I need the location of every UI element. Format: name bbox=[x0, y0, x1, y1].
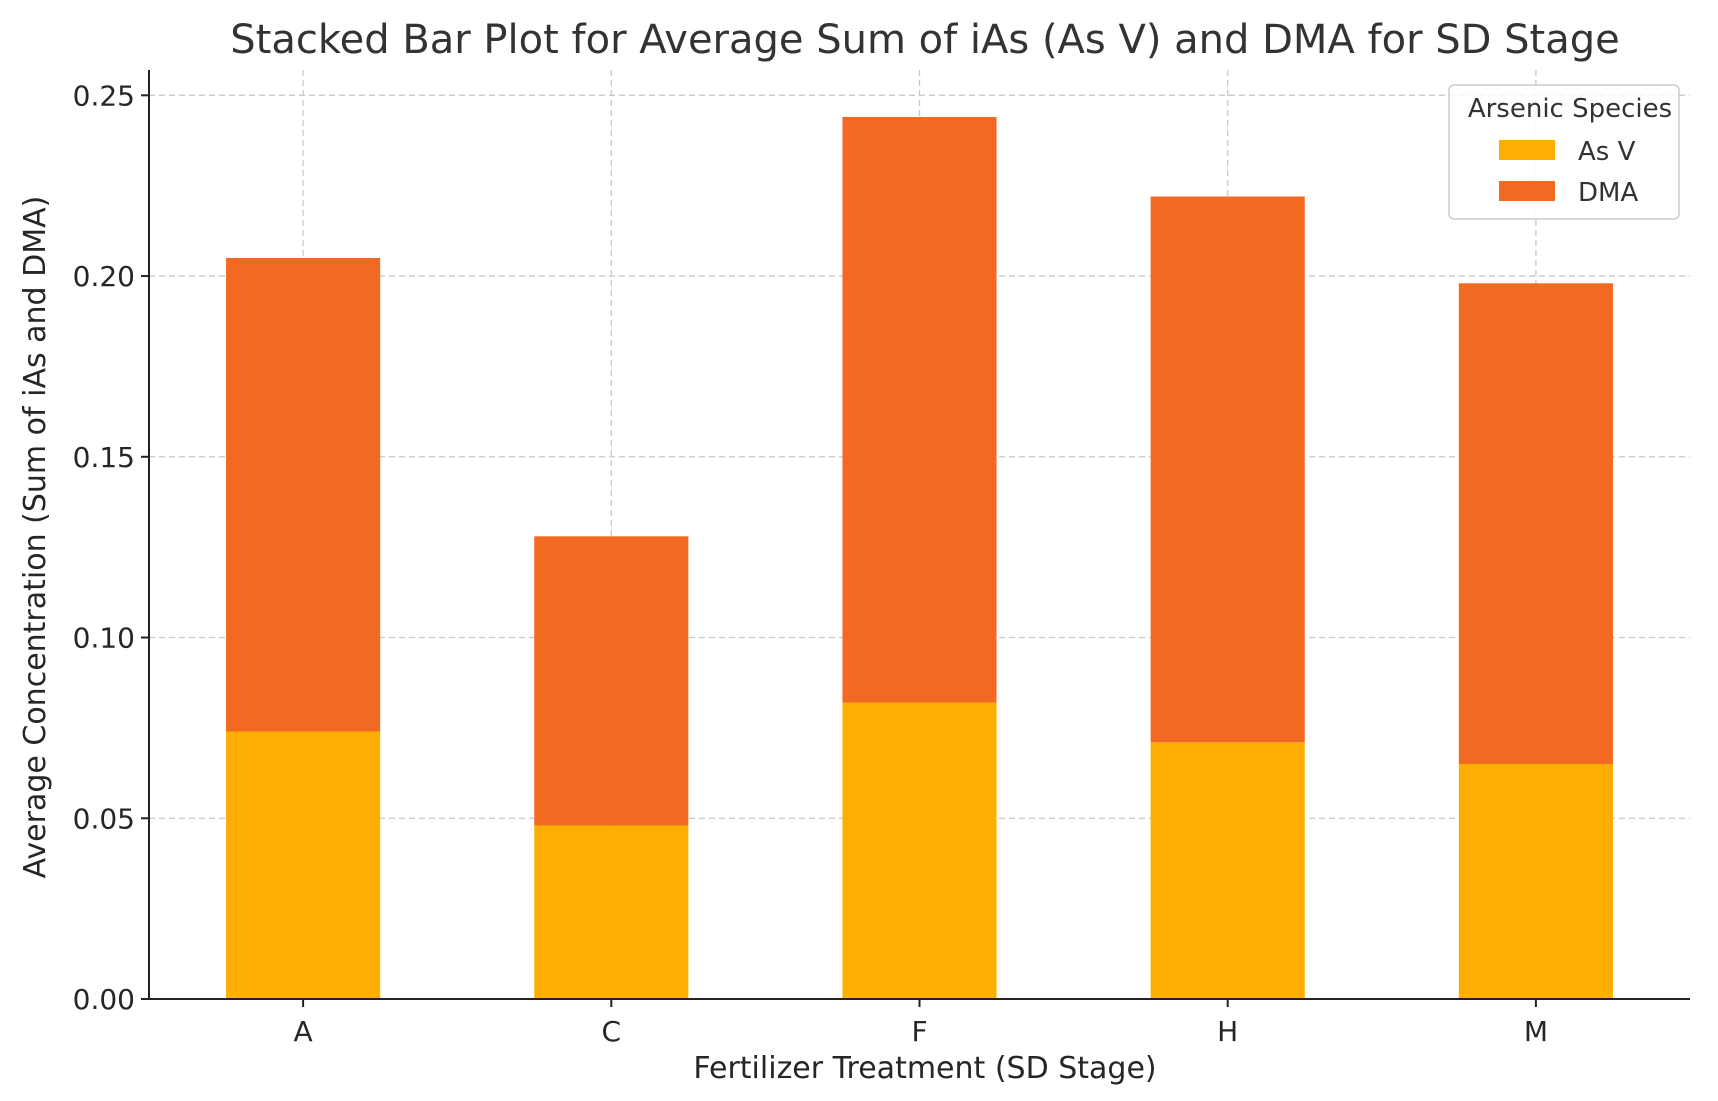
x-tick-label-h: H bbox=[1217, 1015, 1238, 1048]
legend-label-as-v: As V bbox=[1578, 137, 1636, 167]
x-axis-label: Fertilizer Treatment (SD Stage) bbox=[693, 1051, 1156, 1086]
bar-dma-m bbox=[1458, 283, 1613, 765]
legend: Arsenic Species As V DMA bbox=[1448, 84, 1680, 220]
bar-as-v-f bbox=[842, 702, 997, 999]
bar-as-v-a bbox=[226, 731, 381, 999]
x-tick-label-c: C bbox=[602, 1015, 622, 1048]
bar-as-v-m bbox=[1458, 764, 1613, 999]
x-tick-label-m: M bbox=[1524, 1015, 1548, 1048]
y-tick-label: 0.10 bbox=[73, 622, 135, 655]
legend-swatch-dma bbox=[1499, 181, 1555, 201]
chart-title: Stacked Bar Plot for Average Sum of iAs … bbox=[230, 17, 1619, 63]
legend-swatch-as-v bbox=[1499, 140, 1555, 160]
bar-dma-a bbox=[226, 257, 381, 732]
axes-layer: 0.00 0.05 0.10 0.15 0.20 0.25 A C F H M bbox=[73, 70, 1690, 1048]
bar-dma-h bbox=[1150, 196, 1305, 743]
y-tick-label: 0.00 bbox=[73, 983, 135, 1016]
y-axis-label: Average Concentration (Sum of iAs and DM… bbox=[18, 196, 53, 879]
x-tick-label-a: A bbox=[294, 1015, 313, 1048]
bars-layer bbox=[226, 116, 1613, 999]
bar-dma-f bbox=[842, 116, 997, 703]
y-tick-label: 0.05 bbox=[73, 802, 135, 835]
y-tick-label: 0.20 bbox=[73, 260, 135, 293]
bar-as-v-c bbox=[534, 825, 689, 999]
x-tick-label-f: F bbox=[911, 1015, 927, 1048]
bar-dma-c bbox=[534, 536, 689, 826]
y-tick-label: 0.25 bbox=[73, 79, 135, 112]
legend-title: Arsenic Species bbox=[1468, 94, 1672, 124]
legend-label-dma: DMA bbox=[1578, 178, 1638, 208]
bar-as-v-h bbox=[1150, 742, 1305, 999]
y-tick-label: 0.15 bbox=[73, 441, 135, 474]
